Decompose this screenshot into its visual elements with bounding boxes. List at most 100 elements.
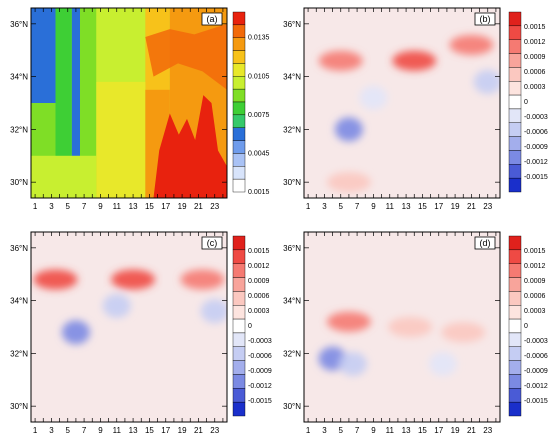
- x-tick-label: 13: [129, 426, 138, 435]
- x-tick-label: 19: [178, 202, 187, 211]
- colorbar-label: 0.0003: [524, 84, 546, 91]
- colorbar-cell: [232, 114, 246, 128]
- colorbar-cell: [508, 388, 522, 403]
- colorbar-label: -0.0015: [248, 398, 272, 405]
- colorbar-cell: [508, 53, 522, 68]
- x-tick-label: 11: [113, 426, 122, 435]
- colorbar-cell: [232, 140, 246, 154]
- colorbar-label: -0.0012: [524, 159, 548, 166]
- field-band: [80, 8, 97, 198]
- field-cell: [61, 320, 90, 345]
- colorbar-label: 0: [524, 323, 528, 330]
- colorbar-cell: [232, 318, 246, 334]
- field-cell: [334, 117, 363, 142]
- colorbar-cell: [508, 346, 522, 361]
- field-cell: [326, 172, 371, 193]
- colorbar-cell: [232, 263, 246, 278]
- colorbar-label: 0.0015: [524, 248, 546, 255]
- field-band: [145, 23, 227, 90]
- colorbar-label: 0.0135: [248, 35, 270, 42]
- y-tick-label: 32°N: [283, 349, 301, 358]
- y-tick-label: 36°N: [10, 20, 28, 29]
- colorbar-cell: [508, 263, 522, 278]
- x-tick-label: 15: [418, 426, 427, 435]
- field-cell: [33, 269, 78, 290]
- plot-frame: [30, 231, 228, 423]
- panel-c: 1 3 5 7 9 11 13 15 17 19 21 2336°N34°N32°N30°N(c)0.…: [10, 231, 272, 435]
- colorbar-label: 0.0009: [248, 278, 270, 285]
- colorbar: 0.0135 0.0105 0.0075 0.0045 0.0015: [232, 11, 270, 196]
- colorbar-label: 0.0012: [524, 39, 546, 46]
- colorbar-cell: [508, 150, 522, 165]
- colorbar-label: 0: [524, 99, 528, 106]
- colorbar-cell: [508, 374, 522, 389]
- colorbar-cell: [232, 88, 246, 103]
- colorbar-cell: [508, 164, 522, 179]
- x-tick-label: 3: [49, 426, 54, 435]
- colorbar-cell: [232, 346, 246, 361]
- colorbar-cell: [232, 24, 246, 38]
- x-tick-label: 19: [178, 426, 187, 435]
- colorbar-label: 0.0015: [248, 248, 270, 255]
- colorbar-cell: [508, 291, 522, 306]
- colorbar-cell: [508, 67, 522, 82]
- x-tick-label: 11: [386, 202, 395, 211]
- colorbar-cell: [508, 332, 522, 347]
- x-tick-label: 13: [402, 202, 411, 211]
- colorbar-cell: [232, 249, 246, 264]
- colorbar-cell: [232, 332, 246, 347]
- colorbar-cell: [508, 108, 522, 123]
- field-blobs: [33, 269, 227, 345]
- x-tick-label: 23: [483, 202, 492, 211]
- field-band: [31, 155, 97, 198]
- y-tick-label: 34°N: [283, 73, 301, 82]
- x-tick-label: 5: [66, 426, 71, 435]
- y-tick-label: 34°N: [283, 297, 301, 306]
- colorbar-label: 0.0006: [524, 69, 546, 76]
- y-tick-label: 32°N: [283, 125, 301, 134]
- colorbar-cell: [232, 76, 246, 90]
- panel-tag: (b): [480, 14, 491, 24]
- field-cell: [428, 351, 457, 376]
- colorbar-cell: [232, 235, 246, 251]
- field-cell: [339, 351, 367, 376]
- colorbar-label: 0.0075: [248, 112, 270, 119]
- field-cell: [200, 299, 227, 324]
- colorbar-cell: [232, 153, 246, 167]
- x-tick-label: 7: [82, 202, 87, 211]
- colorbar-cell: [508, 11, 522, 27]
- y-tick-label: 32°N: [10, 349, 28, 358]
- x-tick-label: 9: [371, 202, 376, 211]
- colorbar-cell: [232, 11, 246, 26]
- x-tick-label: 23: [210, 426, 219, 435]
- field-blobs: [318, 311, 486, 376]
- colorbar-cell: [232, 37, 246, 51]
- x-tick-label: 3: [322, 426, 327, 435]
- x-tick-label: 17: [434, 202, 443, 211]
- x-tick-label: 21: [467, 202, 476, 211]
- colorbar-cell: [508, 401, 522, 417]
- colorbar-cell: [232, 50, 246, 64]
- panel-tag: (d): [480, 238, 491, 248]
- x-tick-label: 5: [339, 426, 344, 435]
- x-tick-label: 23: [483, 426, 492, 435]
- colorbar-cell: [508, 39, 522, 54]
- y-tick-label: 30°N: [10, 178, 28, 187]
- field-cell: [473, 69, 500, 94]
- colorbar-label: -0.0015: [524, 398, 548, 405]
- field-band: [55, 8, 72, 198]
- panel-d: 1 3 5 7 9 11 13 15 17 19 21 2336°N34°N32°N30°N(d)0.…: [283, 231, 548, 435]
- colorbar-cell: [508, 235, 522, 251]
- colorbar-label: 0.0012: [524, 263, 546, 270]
- y-tick-label: 36°N: [283, 20, 301, 29]
- colorbar-label: 0.0012: [248, 263, 270, 270]
- colorbar-label: -0.0003: [524, 338, 548, 345]
- field-cell: [318, 50, 363, 71]
- field-cell: [392, 50, 437, 71]
- panel-tag: (c): [207, 238, 218, 248]
- x-tick-label: 13: [402, 426, 411, 435]
- field-cell: [111, 269, 156, 290]
- x-tick-label: 17: [161, 426, 170, 435]
- colorbar-cell: [508, 122, 522, 137]
- colorbar-cell: [232, 63, 246, 77]
